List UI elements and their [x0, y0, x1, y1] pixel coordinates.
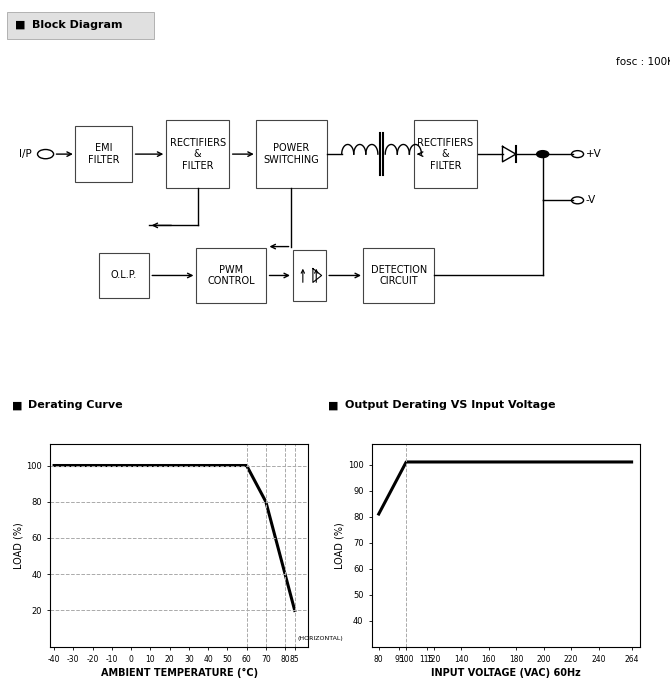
Text: EMI
FILTER: EMI FILTER — [88, 143, 120, 165]
Text: fosc : 100KHz: fosc : 100KHz — [616, 56, 670, 67]
Text: ■: ■ — [328, 400, 339, 411]
Text: Block Diagram: Block Diagram — [32, 20, 123, 30]
X-axis label: INPUT VOLTAGE (VAC) 60Hz: INPUT VOLTAGE (VAC) 60Hz — [431, 668, 581, 678]
Text: (HORIZONTAL): (HORIZONTAL) — [297, 636, 343, 641]
Text: PWM
CONTROL: PWM CONTROL — [207, 265, 255, 286]
Circle shape — [537, 151, 549, 158]
Text: I/P: I/P — [19, 149, 31, 159]
Bar — [363, 248, 433, 303]
Bar — [414, 120, 477, 188]
Text: ■: ■ — [12, 400, 23, 411]
Text: ■: ■ — [15, 20, 25, 30]
Polygon shape — [313, 268, 322, 282]
Text: POWER
SWITCHING: POWER SWITCHING — [263, 143, 320, 165]
Bar — [7, 12, 154, 39]
Text: RECTIFIERS
&
FILTER: RECTIFIERS & FILTER — [170, 138, 226, 171]
Text: O.L.P.: O.L.P. — [111, 270, 137, 281]
Bar — [196, 248, 266, 303]
Bar — [293, 250, 326, 301]
Text: DETECTION
CIRCUIT: DETECTION CIRCUIT — [371, 265, 427, 286]
Y-axis label: LOAD (%): LOAD (%) — [13, 522, 23, 568]
Text: +V: +V — [586, 149, 602, 159]
Bar — [256, 120, 327, 188]
X-axis label: AMBIENT TEMPERATURE (°C): AMBIENT TEMPERATURE (°C) — [100, 668, 258, 678]
Bar — [75, 126, 132, 182]
Text: RECTIFIERS
&
FILTER: RECTIFIERS & FILTER — [417, 138, 474, 171]
Text: Derating Curve: Derating Curve — [28, 400, 123, 411]
Bar — [99, 253, 149, 298]
Text: Output Derating VS Input Voltage: Output Derating VS Input Voltage — [345, 400, 555, 411]
Text: -V: -V — [586, 195, 596, 205]
Bar — [166, 120, 229, 188]
Polygon shape — [502, 147, 516, 162]
Y-axis label: LOAD (%): LOAD (%) — [335, 522, 345, 568]
